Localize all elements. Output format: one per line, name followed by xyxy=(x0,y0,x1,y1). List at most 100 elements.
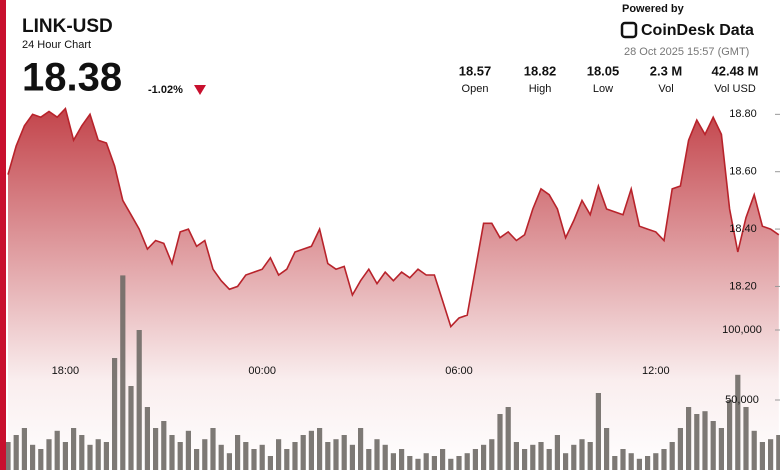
stat-value: 18.82 xyxy=(524,63,557,78)
volume-bar xyxy=(677,428,683,470)
volume-bar xyxy=(538,442,544,470)
y-tick-label: 18.20 xyxy=(729,280,757,292)
volume-bar xyxy=(751,430,757,470)
volume-bar xyxy=(735,374,741,470)
volume-bar xyxy=(169,435,175,470)
accent-bar xyxy=(0,0,6,470)
volume-bar xyxy=(128,386,134,470)
volume-bar xyxy=(79,435,85,470)
volume-bar xyxy=(587,442,593,470)
volume-bar xyxy=(5,442,11,470)
volume-bar xyxy=(292,442,298,470)
down-arrow xyxy=(194,85,206,95)
volume-bar xyxy=(448,458,454,470)
volume-bar xyxy=(317,428,323,470)
volume-bar xyxy=(349,444,355,470)
volume-bar xyxy=(472,449,478,470)
volume-bar xyxy=(431,456,437,470)
stat-value: 2.3 M xyxy=(650,63,683,78)
stat-label: Vol xyxy=(658,83,673,95)
volume-bar xyxy=(464,453,470,470)
stat-value: 18.57 xyxy=(459,63,492,78)
volume-bar xyxy=(374,439,380,470)
volume-bar xyxy=(513,442,519,470)
volume-bar xyxy=(694,414,700,470)
volume-bar xyxy=(284,449,290,470)
brand-icon xyxy=(620,21,638,39)
volume-bar xyxy=(415,458,421,470)
volume-bar xyxy=(30,444,36,470)
y2-tick-label: 100,000 xyxy=(722,324,762,336)
volume-bar xyxy=(710,421,716,470)
volume-bar xyxy=(399,449,405,470)
volume-bar xyxy=(13,435,19,470)
volume-bar xyxy=(759,442,765,470)
volume-bar xyxy=(177,442,183,470)
volume-bar xyxy=(554,435,560,470)
volume-bar xyxy=(251,449,257,470)
volume-bar xyxy=(546,449,552,470)
stat-label: Low xyxy=(593,83,613,95)
volume-bar xyxy=(226,453,232,470)
x-tick-label: 12:00 xyxy=(642,365,670,377)
subtitle: 24 Hour Chart xyxy=(22,39,91,51)
volume-bar xyxy=(612,456,618,470)
volume-bar xyxy=(563,453,569,470)
volume-bar xyxy=(456,456,462,470)
volume-bar xyxy=(595,393,601,470)
volume-bar xyxy=(95,439,101,470)
volume-bar xyxy=(276,439,282,470)
volume-bar xyxy=(325,442,331,470)
volume-bar xyxy=(54,430,60,470)
volume-bar xyxy=(62,442,68,470)
stat-label: High xyxy=(529,83,552,95)
volume-bar xyxy=(440,449,446,470)
y-tick-label: 18.60 xyxy=(729,166,757,178)
volume-bar xyxy=(382,444,388,470)
volume-bar xyxy=(390,453,396,470)
volume-bar xyxy=(112,358,118,470)
x-tick-label: 18:00 xyxy=(52,365,80,377)
volume-bar xyxy=(530,444,536,470)
timestamp: 28 Oct 2025 15:57 (GMT) xyxy=(624,46,749,58)
volume-bar xyxy=(259,444,265,470)
volume-bar xyxy=(604,428,610,470)
volume-bar xyxy=(235,435,241,470)
brand: CoinDesk Data xyxy=(641,22,754,39)
volume-bar xyxy=(366,449,372,470)
change: -1.02% xyxy=(148,84,183,96)
volume-bar xyxy=(218,444,224,470)
volume-bar xyxy=(153,428,159,470)
stat-label: Open xyxy=(462,83,489,95)
volume-bar xyxy=(341,435,347,470)
volume-bar xyxy=(21,428,27,470)
volume-bar xyxy=(505,407,511,470)
volume-bar xyxy=(702,411,708,470)
volume-bar xyxy=(661,449,667,470)
plot: 18.20 18.40 18.60 18.80 50,000 100,000 18:00 00… xyxy=(5,107,780,470)
volume-bar xyxy=(522,449,528,470)
volume-bar xyxy=(194,449,200,470)
x-tick-label: 00:00 xyxy=(248,365,276,377)
volume-bar xyxy=(46,439,52,470)
volume-bar xyxy=(333,439,339,470)
volume-bar xyxy=(71,428,77,470)
price: 18.38 xyxy=(22,56,122,100)
volume-bar xyxy=(144,407,150,470)
volume-bar xyxy=(185,430,191,470)
volume-bar xyxy=(300,435,306,470)
volume-bar xyxy=(243,442,249,470)
price-line xyxy=(7,107,780,329)
volume-bar xyxy=(768,439,774,470)
y-tick-label: 18.40 xyxy=(729,223,757,235)
volume-bar xyxy=(579,439,585,470)
powered-by: Powered by xyxy=(622,3,685,15)
volume-bar xyxy=(202,439,208,470)
volume-bar xyxy=(727,400,733,470)
volume-bar xyxy=(620,449,626,470)
volume-bar xyxy=(489,439,495,470)
volume-bar xyxy=(267,456,273,470)
volume-bar xyxy=(653,453,659,470)
volume-bar xyxy=(669,442,675,470)
volume-bar xyxy=(358,428,364,470)
